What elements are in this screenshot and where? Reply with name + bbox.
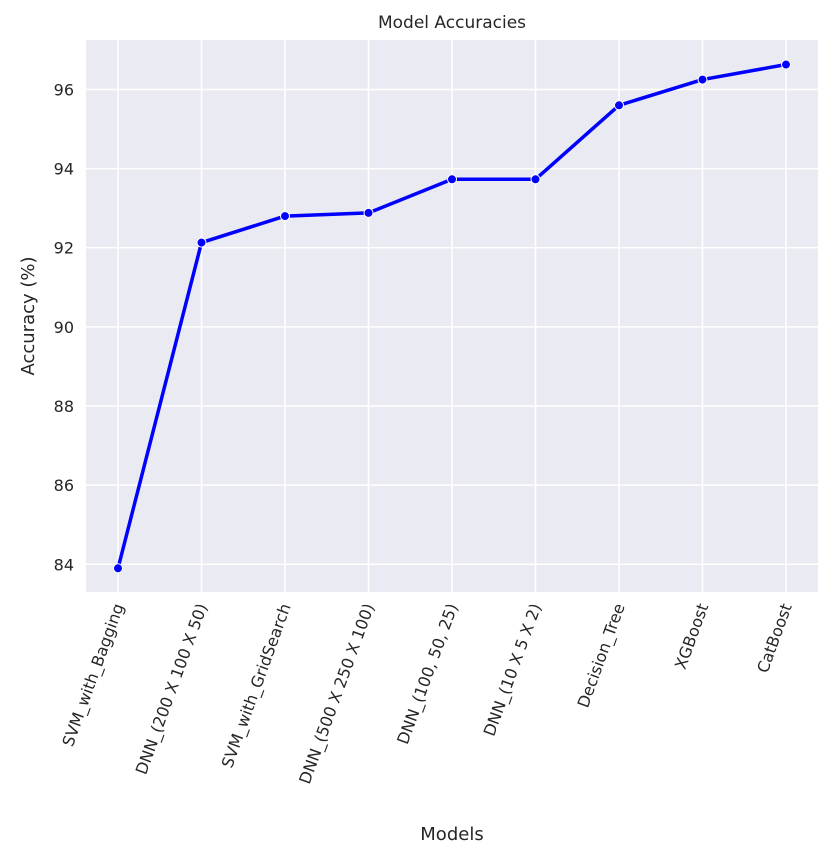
- x-axis-label: Models: [420, 824, 483, 845]
- data-point: [196, 237, 207, 248]
- y-axis-label: Accuracy (%): [18, 256, 39, 375]
- y-tick-label: 86: [54, 476, 74, 495]
- y-tick-label: 92: [54, 239, 74, 258]
- x-tick-label: SVM_with_GridSearch: [218, 601, 296, 771]
- y-tick-label: 90: [54, 318, 74, 337]
- y-tick-label: 84: [54, 555, 74, 574]
- data-point: [781, 59, 791, 70]
- data-point: [530, 174, 541, 185]
- data-point: [113, 563, 123, 574]
- x-tick-labels: SVM_with_Bagging DNN_(200 X 100 X 50) SVM_…: [58, 601, 795, 787]
- x-tick-label: DNN_(100, 50, 25): [393, 601, 463, 747]
- x-tick-label: DNN_(200 X 100 X 50): [132, 601, 213, 777]
- data-point: [280, 211, 290, 222]
- x-tick-label: CatBoost: [753, 601, 796, 676]
- chart-title: Model Accuracies: [378, 13, 526, 33]
- y-tick-labels: 84 86 88 90 92 94 96: [54, 80, 74, 574]
- y-tick-label: 96: [54, 80, 74, 99]
- series-layer: [113, 59, 791, 574]
- grid-lines: [86, 40, 818, 592]
- data-point: [697, 74, 708, 85]
- x-tick-label: Decision_Tree: [573, 601, 629, 711]
- x-tick-label: XGBoost: [671, 601, 712, 672]
- data-point: [447, 174, 457, 185]
- x-tick-label: DNN_(500 X 250 X 100): [295, 601, 379, 787]
- y-tick-label: 94: [54, 160, 74, 179]
- data-point: [363, 207, 374, 218]
- x-tick-label: SVM_with_Bagging: [58, 601, 128, 749]
- y-tick-label: 88: [54, 397, 74, 416]
- x-tick-label: DNN_(10 X 5 X 2): [480, 601, 547, 739]
- data-point: [614, 100, 624, 111]
